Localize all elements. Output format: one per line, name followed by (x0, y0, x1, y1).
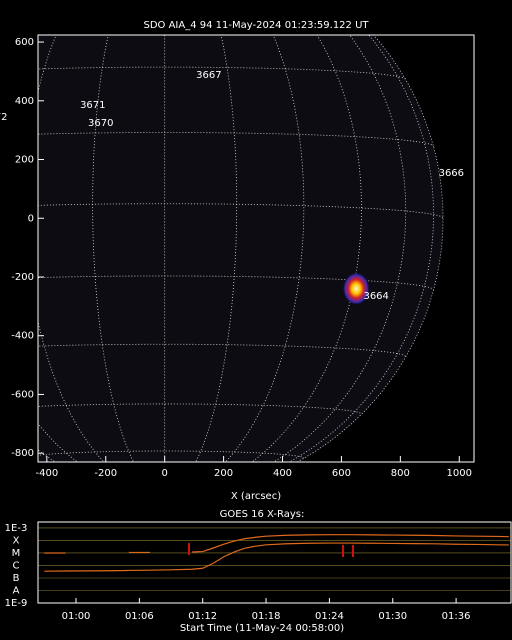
x-tick-label: 01:12 (188, 611, 217, 622)
chart-title: GOES 16 X-Rays: (220, 509, 305, 520)
y-tick-label: 600 (15, 37, 34, 48)
y-tick-label: 200 (15, 155, 34, 166)
y-tick-label: 1E-9 (5, 598, 28, 609)
y-tick-label: -800 (11, 448, 34, 459)
x-tick-label: 200 (214, 468, 233, 479)
x-tick-label: 400 (273, 468, 292, 479)
y-tick-label: B (13, 573, 20, 584)
helio-grid (251, 35, 362, 462)
y-tick-label: -200 (11, 272, 34, 283)
helio-grid (224, 35, 305, 462)
x-tick-label: -400 (35, 468, 58, 479)
x-axis-label: X (arcsec) (231, 491, 281, 502)
helio-grid (38, 35, 105, 462)
event-marker (342, 545, 344, 557)
x-tick-label: 01:36 (442, 611, 471, 622)
y-tick-label: X (13, 535, 20, 546)
y-axis-label: Y (arcsec) (0, 224, 1, 275)
region-label: 72 (0, 112, 8, 123)
y-tick-label: 1E-3 (5, 523, 28, 534)
x-tick-label: 01:30 (378, 611, 407, 622)
region-label: 3667 (196, 70, 221, 81)
y-tick-label: A (13, 585, 20, 596)
flux-line (192, 534, 509, 553)
helio-grid (38, 449, 57, 462)
x-tick-label: 800 (391, 468, 410, 479)
y-tick-label: M (12, 548, 21, 559)
plot-frame (37, 521, 512, 604)
helio-grid (195, 35, 238, 462)
flare (342, 271, 371, 306)
y-tick-label: 0 (28, 213, 34, 224)
x-tick-label: 01:00 (62, 611, 91, 622)
x-tick-label: -200 (94, 468, 117, 479)
y-tick-label: C (13, 560, 20, 571)
y-tick-label: -600 (11, 389, 34, 400)
x-tick-label: 600 (332, 468, 351, 479)
x-tick-label: 01:24 (315, 611, 344, 622)
region-label: 3666 (439, 168, 464, 179)
x-tick-label: 01:06 (125, 611, 154, 622)
solar-disk (38, 35, 443, 462)
region-label: 3670 (88, 118, 113, 129)
x-tick-label: 0 (161, 468, 167, 479)
helio-grid (92, 35, 134, 462)
region-label: 3664 (363, 291, 388, 302)
plot-frame (37, 34, 475, 463)
event-marker (188, 543, 190, 555)
chart-title: SDO AIA_4 94 11-May-2024 01:23:59.122 UT (143, 20, 369, 31)
x-axis-label: Start Time (11-May-24 00:58:00) (180, 623, 344, 634)
x-tick-label: 01:18 (252, 611, 281, 622)
x-tick-label: 1000 (447, 468, 472, 479)
flux-line (44, 542, 509, 572)
region-label: 3671 (80, 100, 105, 111)
event-marker (352, 545, 354, 557)
y-tick-label: -400 (11, 331, 34, 342)
helio-grid (38, 132, 434, 147)
y-tick-label: 400 (15, 96, 34, 107)
helio-grid (288, 35, 434, 462)
helio-grid (273, 35, 407, 462)
disk-layer (38, 35, 444, 462)
solar-panel: -400 -200 0 200 400 600 800 1000 -800 -600 -400 -20… (0, 20, 475, 502)
